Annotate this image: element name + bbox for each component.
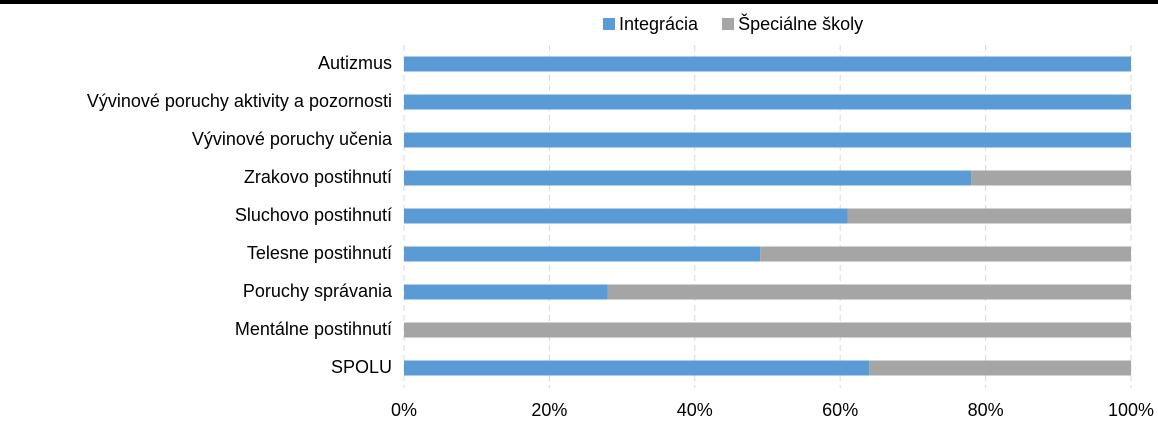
x-tick-label: 0%	[391, 400, 417, 420]
bar-segment	[404, 170, 972, 186]
bar-segment	[404, 284, 608, 300]
bar-segment	[404, 360, 870, 376]
bar-segment	[760, 246, 1131, 262]
bar-segment	[404, 132, 1131, 148]
bar-segment	[971, 170, 1131, 186]
x-tick-label: 80%	[968, 400, 1004, 420]
bar-segment	[869, 360, 1131, 376]
y-tick-label: Autizmus	[318, 53, 392, 73]
y-tick-label: Vývinové poruchy učenia	[192, 129, 393, 149]
bar-segment	[404, 208, 848, 224]
legend-swatch	[722, 18, 735, 30]
legend-label: Integrácia	[619, 14, 699, 34]
x-tick-label: 60%	[822, 400, 858, 420]
y-tick-label: Sluchovo postihnutí	[235, 205, 392, 225]
bar-segment	[404, 94, 1131, 110]
bar-segment	[404, 246, 761, 262]
y-tick-label: Poruchy správania	[243, 281, 393, 301]
y-tick-label: Mentálne postihnutí	[235, 319, 392, 339]
y-tick-label: Telesne postihnutí	[247, 243, 392, 263]
x-tick-label: 20%	[531, 400, 567, 420]
y-tick-label: Vývinové poruchy aktivity a pozornosti	[87, 91, 392, 111]
bar-segment	[404, 56, 1131, 72]
x-tick-label: 40%	[677, 400, 713, 420]
legend-swatch	[603, 18, 615, 30]
y-tick-label: SPOLU	[331, 357, 392, 377]
top-rule	[0, 0, 1158, 4]
bar-segment	[404, 322, 1131, 338]
x-tick-label: 100%	[1108, 400, 1154, 420]
y-tick-label: Zrakovo postihnutí	[244, 167, 392, 187]
bar-segment	[607, 284, 1131, 300]
bar-segment	[847, 208, 1131, 224]
legend-label: Špeciálne školy	[738, 13, 863, 34]
